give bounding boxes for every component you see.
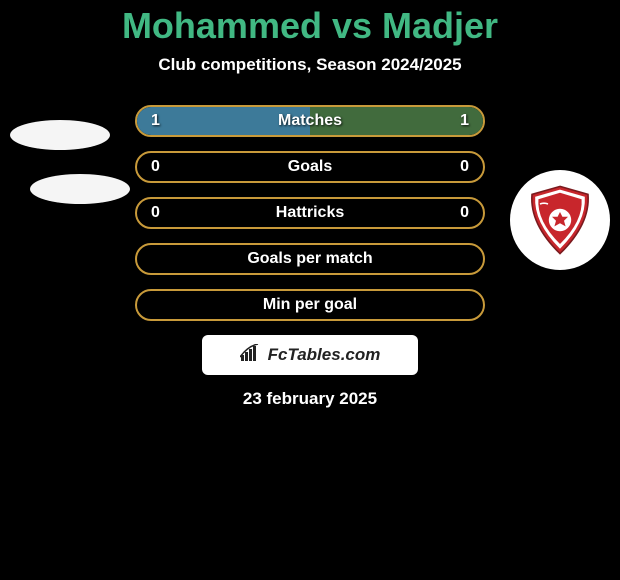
- stat-row-goals: 0 Goals 0: [135, 151, 485, 183]
- club-crest-icon: [510, 170, 610, 270]
- subtitle: Club competitions, Season 2024/2025: [0, 55, 620, 75]
- team-left-badge: [10, 120, 130, 228]
- placeholder-ellipse: [10, 120, 110, 150]
- brand-text: FcTables.com: [268, 345, 381, 365]
- stat-row-goals-per-match: Goals per match: [135, 243, 485, 275]
- brand-badge: FcTables.com: [202, 335, 418, 375]
- bar-chart-icon: [240, 344, 262, 367]
- page-title: Mohammed vs Madjer: [0, 5, 620, 47]
- comparison-panel: Mohammed vs Madjer Club competitions, Se…: [0, 0, 620, 580]
- stat-label: Goals: [288, 158, 332, 176]
- stat-label: Hattricks: [276, 204, 344, 222]
- team-right-badge: [510, 120, 610, 270]
- stat-label: Goals per match: [247, 250, 372, 268]
- stat-row-hattricks: 0 Hattricks 0: [135, 197, 485, 229]
- stat-right-value: 1: [460, 112, 469, 130]
- stat-right-value: 0: [460, 204, 469, 222]
- stat-left-value: 1: [151, 112, 160, 130]
- stat-label: Min per goal: [263, 296, 357, 314]
- stat-right-value: 0: [460, 158, 469, 176]
- placeholder-ellipse: [30, 174, 130, 204]
- stat-row-min-per-goal: Min per goal: [135, 289, 485, 321]
- stat-left-value: 0: [151, 158, 160, 176]
- footer-date: 23 february 2025: [0, 389, 620, 409]
- stat-label: Matches: [278, 112, 342, 130]
- stat-rows: 1 Matches 1 0 Goals 0 0 Hattricks 0 Goal…: [135, 105, 485, 321]
- stat-left-value: 0: [151, 204, 160, 222]
- stat-row-matches: 1 Matches 1: [135, 105, 485, 137]
